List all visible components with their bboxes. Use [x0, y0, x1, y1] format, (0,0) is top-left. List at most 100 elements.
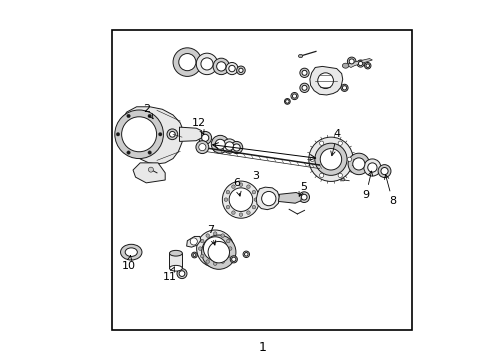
Circle shape: [215, 139, 225, 149]
Circle shape: [196, 53, 217, 75]
Circle shape: [340, 84, 347, 91]
Circle shape: [298, 192, 309, 203]
Text: 9: 9: [362, 171, 372, 200]
Circle shape: [231, 185, 235, 188]
Circle shape: [236, 66, 244, 75]
Polygon shape: [309, 66, 342, 95]
Circle shape: [190, 238, 197, 245]
Circle shape: [205, 234, 209, 237]
Circle shape: [203, 237, 226, 260]
Circle shape: [213, 58, 229, 75]
Circle shape: [173, 48, 201, 76]
Circle shape: [225, 190, 229, 194]
Circle shape: [193, 253, 196, 256]
Circle shape: [201, 58, 213, 70]
Text: 2: 2: [142, 104, 153, 119]
Circle shape: [231, 257, 235, 261]
Circle shape: [238, 68, 243, 72]
Circle shape: [317, 73, 333, 89]
Circle shape: [213, 262, 217, 265]
Circle shape: [166, 129, 177, 140]
Text: 11: 11: [162, 267, 176, 282]
Circle shape: [252, 205, 255, 209]
Circle shape: [179, 271, 184, 276]
Circle shape: [356, 60, 364, 67]
Circle shape: [299, 68, 308, 77]
Circle shape: [225, 205, 229, 209]
Circle shape: [200, 239, 203, 243]
Circle shape: [261, 192, 275, 206]
Circle shape: [380, 167, 387, 175]
Circle shape: [337, 173, 342, 177]
Circle shape: [299, 83, 308, 93]
Circle shape: [233, 144, 240, 151]
Circle shape: [148, 167, 153, 172]
Circle shape: [358, 62, 362, 66]
Polygon shape: [179, 127, 201, 141]
Circle shape: [228, 65, 235, 72]
Circle shape: [211, 135, 229, 153]
Text: 4: 4: [330, 129, 340, 156]
Circle shape: [216, 62, 225, 71]
Circle shape: [319, 141, 323, 145]
Polygon shape: [346, 59, 372, 67]
Bar: [112, 30, 411, 330]
Circle shape: [348, 59, 353, 64]
Circle shape: [347, 153, 369, 175]
Circle shape: [284, 99, 290, 104]
Circle shape: [363, 159, 380, 176]
Circle shape: [225, 63, 238, 75]
Circle shape: [116, 132, 120, 136]
Circle shape: [122, 117, 156, 152]
Circle shape: [207, 242, 229, 263]
Circle shape: [126, 114, 130, 118]
Circle shape: [377, 165, 390, 177]
Circle shape: [352, 158, 364, 170]
Circle shape: [320, 149, 341, 170]
Circle shape: [228, 247, 231, 250]
Text: 10: 10: [121, 256, 135, 271]
Circle shape: [225, 142, 233, 150]
Circle shape: [246, 185, 250, 188]
Circle shape: [246, 211, 250, 215]
Text: 7: 7: [206, 225, 215, 245]
Circle shape: [222, 181, 259, 218]
Circle shape: [198, 144, 205, 151]
Circle shape: [285, 100, 288, 103]
Polygon shape: [186, 237, 201, 247]
Circle shape: [364, 63, 370, 69]
Circle shape: [201, 235, 235, 269]
Circle shape: [179, 54, 196, 71]
Circle shape: [226, 239, 229, 243]
Circle shape: [337, 141, 342, 145]
Circle shape: [254, 198, 257, 202]
Text: 5: 5: [299, 182, 306, 196]
Circle shape: [221, 260, 224, 264]
Circle shape: [147, 114, 151, 118]
Circle shape: [191, 252, 197, 258]
Text: 8: 8: [384, 175, 395, 206]
Circle shape: [314, 143, 346, 175]
Polygon shape: [278, 193, 301, 203]
Circle shape: [239, 213, 242, 216]
Circle shape: [244, 252, 247, 256]
Circle shape: [229, 188, 252, 211]
Circle shape: [213, 232, 217, 235]
Circle shape: [239, 183, 242, 186]
Circle shape: [226, 254, 229, 258]
Text: 12: 12: [191, 118, 205, 134]
Ellipse shape: [125, 248, 137, 256]
Circle shape: [292, 94, 296, 98]
Ellipse shape: [342, 63, 348, 68]
Circle shape: [200, 254, 203, 258]
Circle shape: [158, 132, 162, 136]
Circle shape: [198, 247, 202, 250]
Circle shape: [177, 269, 186, 279]
Circle shape: [221, 234, 224, 237]
Ellipse shape: [298, 54, 302, 58]
Circle shape: [346, 157, 351, 161]
Ellipse shape: [341, 179, 344, 181]
Circle shape: [196, 141, 208, 154]
Circle shape: [231, 211, 235, 215]
Ellipse shape: [169, 250, 182, 256]
